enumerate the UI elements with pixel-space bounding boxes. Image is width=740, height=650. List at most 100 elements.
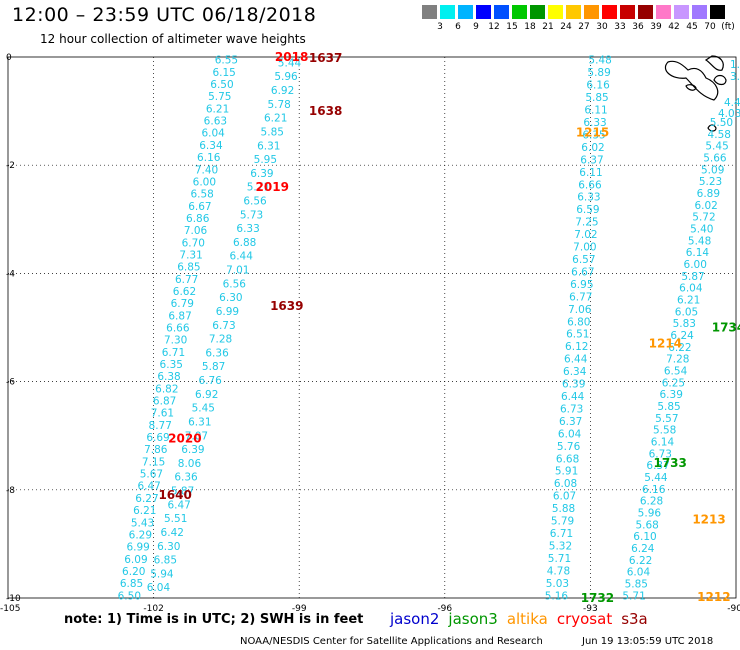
- colorbar-label: 9: [473, 22, 479, 32]
- swh-value: 6.22: [629, 555, 652, 567]
- island-outline: [685, 84, 697, 91]
- colorbar-label: 3: [437, 22, 443, 32]
- y-tick-label: 0: [6, 53, 12, 63]
- colorbar-swatch: [530, 5, 545, 19]
- colorbar-swatch: [494, 5, 509, 19]
- swh-value: 6.10: [633, 531, 656, 543]
- swh-value: 4.78: [547, 565, 570, 577]
- swh-value: 6.71: [550, 528, 573, 540]
- pass-label: 1212: [697, 590, 730, 604]
- colorbar-swatch: [422, 5, 437, 19]
- swh-value: 6.87: [168, 310, 191, 322]
- swh-value: 6.21: [133, 505, 156, 517]
- y-tick-label: -4: [6, 269, 15, 279]
- swh-value: 6.85: [154, 555, 177, 567]
- swh-value: 6.92: [271, 85, 294, 97]
- swh-value: 5.50: [710, 117, 733, 129]
- swh-value: 7.01: [226, 265, 249, 277]
- swh-value: 5.57: [655, 413, 678, 425]
- pass-label: 1637: [309, 51, 342, 65]
- x-tick-label: -105: [0, 604, 20, 614]
- pass-label: 1213: [692, 513, 725, 527]
- swh-value: 5.83: [673, 318, 696, 330]
- swh-value: 6.73: [212, 320, 235, 332]
- swh-value: 6.33: [236, 223, 259, 235]
- swh-value: 5.48: [688, 235, 711, 247]
- legend-jason3: jason3: [448, 610, 498, 628]
- x-tick-label: -93: [583, 604, 598, 614]
- swh-value: 6.35: [160, 359, 183, 371]
- swh-value: 6.44: [561, 391, 585, 403]
- swh-value: 6.86: [186, 213, 210, 225]
- pass-label: 1732: [581, 591, 614, 605]
- colorbar-label: 36: [632, 22, 644, 32]
- y-tick-label: -6: [6, 378, 15, 388]
- colorbar-swatch: [692, 5, 707, 19]
- swh-value: 5.91: [555, 466, 578, 478]
- swh-value: 5.85: [657, 401, 680, 413]
- swh-value: 6.04: [627, 567, 651, 579]
- colorbar-label: (ft): [721, 22, 735, 32]
- island-outline: [713, 74, 727, 86]
- colorbar-label: 6: [455, 22, 461, 32]
- colorbar-label: 70: [704, 22, 716, 32]
- colorbar-swatch: [674, 5, 689, 19]
- swh-value: 6.00: [193, 176, 216, 188]
- swh-value: 5.44: [644, 472, 668, 484]
- swh-value: 7.15: [142, 456, 165, 468]
- swh-value: 6.39: [181, 444, 204, 456]
- swh-value: 5.79: [551, 516, 574, 528]
- colorbar-swatch: [440, 5, 455, 19]
- swh-value: 5.43: [131, 517, 154, 529]
- colorbar-swatch: [476, 5, 491, 19]
- swh-value: 6.55: [215, 55, 238, 67]
- pass-label: 2018: [275, 50, 308, 64]
- swh-value: 5.72: [692, 212, 715, 224]
- swh-value: 6.24: [631, 543, 655, 555]
- swh-value: 5.09: [701, 164, 724, 176]
- swh-value: 6.50: [118, 590, 141, 602]
- swh-value: 7.30: [164, 335, 187, 347]
- swh-value: 6.12: [565, 341, 588, 353]
- swh-value: 6.39: [250, 168, 273, 180]
- colorbar-label: 15: [506, 22, 518, 32]
- y-tick-label: -2: [6, 161, 15, 171]
- chart-subtitle: 12 hour collection of altimeter wave hei…: [40, 32, 306, 46]
- swh-value: 6.77: [175, 274, 198, 286]
- swh-value: 5.40: [690, 223, 713, 235]
- swh-value: 5.85: [625, 578, 648, 590]
- swh-value: 5.73: [240, 209, 263, 221]
- swh-value: 7.86: [144, 444, 168, 456]
- colorbar-swatch: [566, 5, 581, 19]
- swh-value: 5.45: [192, 403, 215, 415]
- swh-value: 7.00: [573, 242, 596, 254]
- colorbar-label: 33: [614, 22, 626, 32]
- swh-value: 6.02: [694, 200, 717, 212]
- swh-value: 6.57: [572, 254, 595, 266]
- satellite-legend: jason2 jason3 altika cryosat s3a: [390, 610, 657, 628]
- swh-value: 5.75: [208, 91, 231, 103]
- swh-value: 6.25: [662, 377, 685, 389]
- colorbar-label: 18: [524, 22, 536, 32]
- swh-value: 6.44: [564, 354, 588, 366]
- swh-value: 6.76: [198, 375, 222, 387]
- swh-value: 6.34: [199, 140, 223, 152]
- swh-value: 6.21: [264, 113, 287, 125]
- swh-value: 6.99: [216, 306, 239, 318]
- swh-value: 5.96: [274, 71, 298, 83]
- colorbar-swatch: [602, 5, 617, 19]
- swh-value: 6.38: [157, 371, 180, 383]
- swh-value: 6.04: [679, 283, 703, 295]
- colorbar-label: 21: [542, 22, 554, 32]
- swh-value: 6.67: [571, 266, 594, 278]
- colorbar-swatch: [548, 5, 563, 19]
- swh-value: 5.85: [261, 126, 284, 138]
- swh-value: 6.31: [257, 140, 280, 152]
- swh-value: 6.39: [562, 379, 585, 391]
- colorbar-label: 30: [596, 22, 608, 32]
- swh-value: 6.07: [553, 491, 576, 503]
- swh-value: 7.02: [574, 229, 597, 241]
- x-tick-label: -102: [143, 604, 163, 614]
- swh-value: 6.89: [697, 188, 720, 200]
- swh-value: 7.25: [575, 217, 598, 229]
